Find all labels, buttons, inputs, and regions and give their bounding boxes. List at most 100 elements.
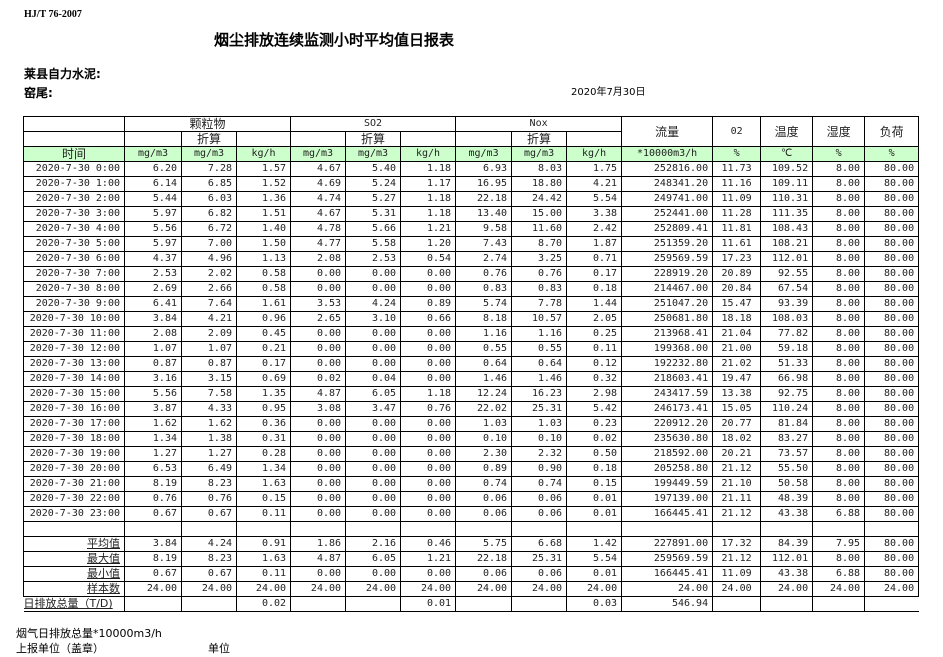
data-cell xyxy=(455,596,513,612)
data-cell: 3.47 xyxy=(345,401,402,417)
data-cell xyxy=(760,596,813,612)
data-cell: 6.72 xyxy=(181,221,237,237)
data-cell: 0.06 xyxy=(511,491,568,507)
data-cell: 248341.20 xyxy=(621,176,714,192)
data-cell xyxy=(124,596,182,612)
data-cell: 4.74 xyxy=(290,191,347,207)
data-cell: 80.00 xyxy=(864,236,920,252)
row-label: 2020-7-30 2:00 xyxy=(23,191,125,207)
data-cell: 8.00 xyxy=(812,206,866,222)
data-cell: 0.00 xyxy=(345,416,402,432)
data-cell: 0.18 xyxy=(566,461,623,477)
data-cell: 4.21 xyxy=(566,176,623,192)
empty-cell xyxy=(566,521,623,537)
data-cell: 2.09 xyxy=(181,326,237,342)
data-cell: 0.89 xyxy=(400,296,457,312)
data-cell: 4.24 xyxy=(181,536,237,552)
data-cell: 1.18 xyxy=(400,161,457,177)
data-cell: 13.40 xyxy=(455,206,513,222)
data-cell: 2.16 xyxy=(345,536,402,552)
data-cell: 0.00 xyxy=(400,356,457,372)
empty-cell xyxy=(864,521,920,537)
data-cell: 220912.20 xyxy=(621,416,714,432)
row-label: 2020-7-30 1:00 xyxy=(23,176,125,192)
data-cell: 20.21 xyxy=(712,446,762,462)
row-label: 平均值 xyxy=(23,536,125,552)
row-label: 2020-7-30 6:00 xyxy=(23,251,125,267)
data-cell: 50.58 xyxy=(760,476,814,492)
stats-row: 平均值 3.84 4.24 0.91 1.86 2.16 0.46 5.75 6.68 1.42 2… xyxy=(23,536,920,552)
report-body: 颗粒物 SO2 Nox 流量 02 温度 湿度 负荷 折算 折算 折算 时间 m… xyxy=(0,116,943,656)
data-cell: 1.21 xyxy=(400,551,457,567)
data-cell: 5.97 xyxy=(124,236,182,252)
row-label: 2020-7-30 16:00 xyxy=(23,401,125,417)
data-cell: 3.87 xyxy=(124,401,182,417)
data-cell: 5.56 xyxy=(124,221,182,237)
data-cell: 1.27 xyxy=(124,446,182,462)
data-cell: 0.76 xyxy=(400,401,457,417)
unit-cell: ℃ xyxy=(760,146,814,162)
data-cell: 1.86 xyxy=(290,536,347,552)
data-cell: 1.27 xyxy=(181,446,237,462)
data-cell: 6.93 xyxy=(455,161,513,177)
data-cell: 0.64 xyxy=(511,356,568,372)
data-cell: 0.76 xyxy=(181,491,237,507)
stats-row: 最大值 8.19 8.23 1.63 4.87 6.05 1.21 22.18 25.31 5.5… xyxy=(23,551,920,567)
data-cell: 81.84 xyxy=(760,416,814,432)
data-cell: 80.00 xyxy=(864,371,920,387)
data-cell: 0.89 xyxy=(455,461,513,477)
data-cell: 80.00 xyxy=(864,506,920,522)
header-blank xyxy=(566,131,623,147)
data-cell: 16.23 xyxy=(511,386,568,402)
data-cell: 1.62 xyxy=(124,416,182,432)
data-cell: 251047.20 xyxy=(621,296,714,312)
data-cell: 21.11 xyxy=(712,491,762,507)
header-flow: 流量 xyxy=(621,116,714,147)
data-cell xyxy=(290,596,347,612)
header-row-groups: 颗粒物 SO2 Nox 流量 02 温度 湿度 负荷 xyxy=(23,116,920,147)
row-label: 样本数 xyxy=(23,581,125,597)
data-cell: 7.95 xyxy=(812,536,866,552)
data-cell: 0.12 xyxy=(566,356,623,372)
data-cell: 51.33 xyxy=(760,356,814,372)
data-cell: 3.53 xyxy=(290,296,347,312)
data-cell: 8.00 xyxy=(812,191,866,207)
data-cell: 0.10 xyxy=(455,431,513,447)
data-cell: 21.02 xyxy=(712,356,762,372)
data-cell: 6.41 xyxy=(124,296,182,312)
data-cell: 1.40 xyxy=(235,221,292,237)
data-cell: 199449.59 xyxy=(621,476,714,492)
data-cell xyxy=(812,596,865,612)
data-cell: 8.00 xyxy=(812,386,866,402)
data-cell: 252809.41 xyxy=(621,221,714,237)
data-cell: 6.53 xyxy=(124,461,182,477)
data-cell: 246173.41 xyxy=(621,401,714,417)
data-cell: 80.00 xyxy=(864,551,920,567)
data-cell: 0.00 xyxy=(290,476,347,492)
data-cell: 0.00 xyxy=(400,506,457,522)
data-cell: 1.20 xyxy=(400,236,457,252)
data-cell: 8.00 xyxy=(812,446,866,462)
data-cell: 0.00 xyxy=(400,416,457,432)
data-cell: 4.96 xyxy=(181,251,237,267)
header-time: 时间 xyxy=(23,146,125,162)
data-cell: 2.02 xyxy=(181,266,237,282)
data-cell: 2.30 xyxy=(455,446,513,462)
data-cell: 2.32 xyxy=(511,446,568,462)
table-row: 2020-7-30 8:00 2.69 2.66 0.58 0.00 0.00 0.00 0.… xyxy=(23,281,920,297)
row-label: 2020-7-30 22:00 xyxy=(23,491,125,507)
row-label: 最大值 xyxy=(23,551,125,567)
data-cell: 2.53 xyxy=(345,251,402,267)
data-cell: 0.55 xyxy=(511,341,568,357)
data-cell: 1.51 xyxy=(235,206,292,222)
data-cell: 3.10 xyxy=(345,311,402,327)
data-cell: 4.87 xyxy=(290,386,347,402)
data-cell: 21.10 xyxy=(712,476,762,492)
unit-cell: mg/m3 xyxy=(511,146,568,162)
blank-row xyxy=(23,521,920,537)
data-cell: 22.18 xyxy=(455,551,513,567)
data-cell: 13.38 xyxy=(712,386,762,402)
data-cell: 18.80 xyxy=(511,176,568,192)
data-cell: 166445.41 xyxy=(621,566,714,582)
data-cell: 3.84 xyxy=(124,311,182,327)
